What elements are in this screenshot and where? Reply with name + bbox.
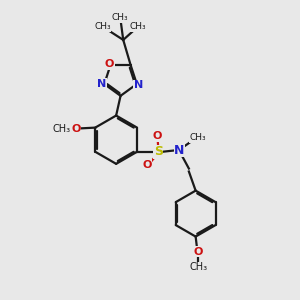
Text: O: O	[71, 124, 80, 134]
Text: CH₃: CH₃	[94, 22, 111, 31]
Text: S: S	[154, 145, 163, 158]
Text: O: O	[142, 160, 152, 170]
Text: CH₃: CH₃	[112, 13, 129, 22]
Text: N: N	[134, 80, 143, 90]
Text: O: O	[105, 59, 114, 69]
Text: N: N	[174, 144, 184, 157]
Text: O: O	[194, 247, 203, 257]
Text: CH₃: CH₃	[130, 22, 146, 31]
Text: CH₃: CH₃	[52, 124, 71, 134]
Text: CH₃: CH₃	[189, 134, 206, 142]
Text: N: N	[97, 79, 106, 89]
Text: CH₃: CH₃	[189, 262, 207, 272]
Text: O: O	[153, 131, 162, 142]
